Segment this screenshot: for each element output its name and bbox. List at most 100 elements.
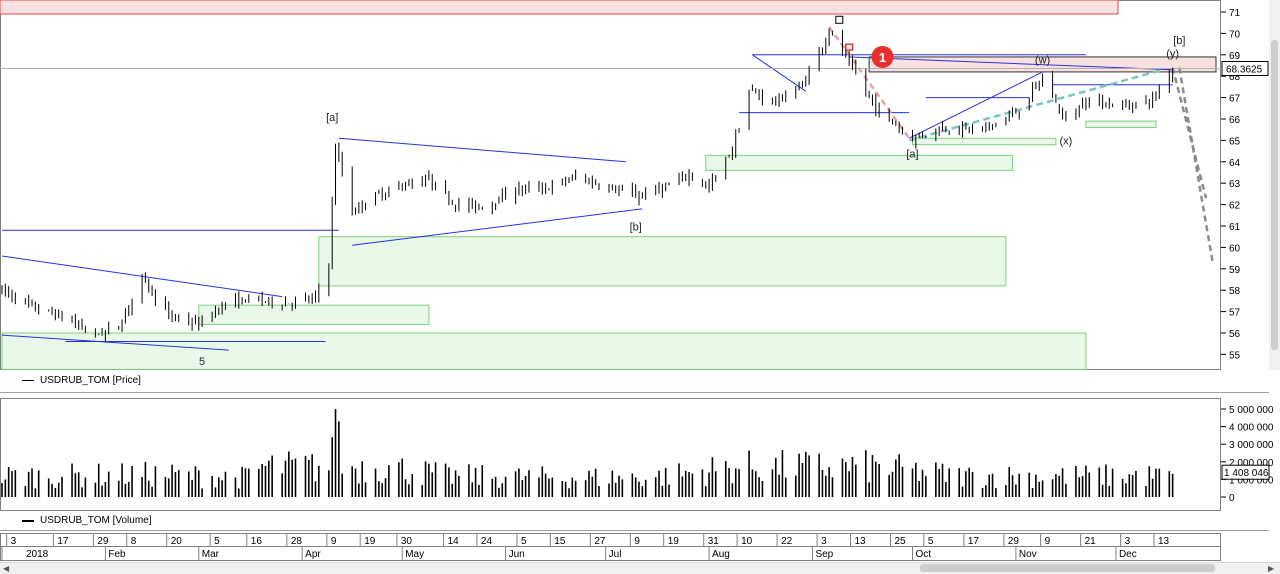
day-tick-label: 3 — [1125, 536, 1131, 547]
price-tick-label: 59 — [1229, 265, 1241, 276]
day-tick-label: 10 — [741, 536, 753, 547]
price-axis: 71 70 69 68 67 66 65 64 63 62 61 60 59 58 57 56 55 68.362… — [1221, 8, 1269, 361]
trendline — [338, 137, 626, 163]
price-tick-label: 56 — [1229, 329, 1241, 340]
wave-label: [a] — [906, 149, 918, 161]
day-tick-label: 15 — [554, 536, 566, 547]
day-tick-label: 29 — [1008, 536, 1020, 547]
resistance-zone — [0, 0, 1119, 15]
volume-bars — [1, 409, 1174, 497]
day-axis-row — [0, 533, 1221, 547]
projection-arrow — [1178, 67, 1214, 263]
price-tick-label: 55 — [1229, 350, 1241, 361]
volume-tick-label: 0 — [1229, 493, 1235, 504]
trendline — [752, 54, 807, 92]
trendline — [352, 208, 643, 246]
day-tick-label: 21 — [1085, 536, 1097, 547]
price-tick-label: 70 — [1229, 29, 1241, 40]
day-tick-label: 17 — [968, 536, 980, 547]
volume-tick-label: 2 000 000 — [1229, 458, 1274, 469]
chart-canvas: [a][b]5[a](w)(x)(y)[b]1 7170696867666564… — [0, 0, 1274, 561]
day-tick-label: 30 — [401, 536, 413, 547]
wave-labels: [a][b]5[a](w)(x)(y)[b]1 — [199, 15, 1185, 368]
price-vertical-scrollbar[interactable] — [1269, 0, 1280, 370]
wave-label: [b] — [1173, 35, 1185, 47]
volume-pane-frame — [0, 398, 1221, 511]
marker-badge — [871, 45, 894, 68]
day-tick-label: 8 — [131, 536, 137, 547]
month-tick-label: Jun — [509, 549, 525, 560]
month-tick-label: Dec — [1119, 549, 1137, 560]
wave-label: 5 — [199, 356, 205, 368]
month-tick-label: Mar — [202, 549, 220, 560]
volume-axis: 5 000 000 4 000 000 3 000 000 2 000 000 1 00… — [1221, 405, 1274, 504]
day-tick-label: 20 — [171, 536, 183, 547]
price-tick-label: 57 — [1229, 308, 1241, 319]
day-tick-label: 17 — [57, 536, 69, 547]
support-zone — [1085, 120, 1157, 129]
day-tick-label: 5 — [928, 536, 934, 547]
month-tick-label: Oct — [916, 549, 932, 560]
volume-legend-label: USDRUB_TOM [Volume] — [40, 515, 152, 526]
price-tick-label: 66 — [1229, 115, 1241, 126]
day-tick-label: 5 — [521, 536, 527, 547]
month-tick-label: Aug — [712, 549, 730, 560]
scroll-left-icon[interactable]: ◀ — [3, 564, 10, 573]
current-volume-box — [1221, 464, 1270, 480]
day-tick-label: 13 — [1158, 536, 1170, 547]
volume-tick-label: 3 000 000 — [1229, 440, 1274, 451]
trendlines — [1, 54, 1173, 351]
day-tick-label: 13 — [854, 536, 866, 547]
support-zone — [318, 236, 1007, 287]
day-tick-label: 5 — [214, 536, 220, 547]
month-tick-label: Jul — [609, 549, 622, 560]
current-price-label: 68.3625 — [1226, 64, 1263, 75]
wave-label: [a] — [326, 112, 338, 124]
month-tick-label: Sep — [815, 549, 833, 560]
month-tick-label: Apr — [305, 549, 321, 560]
pivot-marker — [845, 43, 854, 51]
volume-legend[interactable]: USDRUB_TOM [Volume] — [22, 515, 152, 526]
support-zones — [0, 0, 1217, 370]
day-tick-label: 3 — [11, 536, 17, 547]
vertical-scroll-thumb[interactable] — [1271, 40, 1278, 350]
price-legend[interactable]: USDRUB_TOM [Price] — [22, 375, 141, 386]
price-legend-label: USDRUB_TOM [Price] — [40, 375, 141, 386]
day-tick-label: 27 — [594, 536, 606, 547]
day-tick-label: 3 — [821, 536, 827, 547]
volume-tick-label: 4 000 000 — [1229, 423, 1274, 434]
day-tick-label: 9 — [634, 536, 640, 547]
day-tick-label: 16 — [251, 536, 263, 547]
day-tick-label: 22 — [781, 536, 793, 547]
trendline — [908, 71, 1043, 139]
trendline — [849, 56, 1173, 71]
wave-label: (x) — [1060, 136, 1073, 148]
day-tick-label: 31 — [708, 536, 720, 547]
month-tick-label: 2018 — [26, 549, 49, 560]
price-tick-label: 62 — [1229, 201, 1241, 212]
horizontal-scroll-thumb[interactable] — [920, 564, 1215, 572]
day-tick-label: 19 — [364, 536, 376, 547]
price-tick-label: 60 — [1229, 243, 1241, 254]
current-price-box — [1221, 60, 1269, 76]
pivot-marker — [835, 15, 844, 24]
price-tick-label: 67 — [1229, 94, 1241, 105]
marker-badge-label: 1 — [879, 50, 886, 65]
month-tick-label: May — [405, 549, 424, 560]
price-tick-label: 64 — [1229, 158, 1241, 169]
scroll-right-icon[interactable]: ▶ — [1268, 564, 1275, 573]
projection-arrow — [1171, 67, 1208, 199]
price-candles — [1, 28, 1174, 341]
support-zone — [198, 304, 430, 325]
volume-tick-label: 5 000 000 — [1229, 405, 1274, 416]
month-axis-row — [0, 546, 1221, 561]
price-tick-label: 69 — [1229, 51, 1241, 62]
horizontal-scrollbar[interactable]: ◀ ▶ — [0, 562, 1280, 574]
month-tick-label: Nov — [1019, 549, 1037, 560]
price-tick-label: 58 — [1229, 286, 1241, 297]
day-tick-label: 24 — [481, 536, 493, 547]
day-tick-label: 9 — [1045, 536, 1051, 547]
support-zone — [1, 332, 1087, 370]
volume-tick-label: 1 000 000 — [1229, 475, 1274, 486]
